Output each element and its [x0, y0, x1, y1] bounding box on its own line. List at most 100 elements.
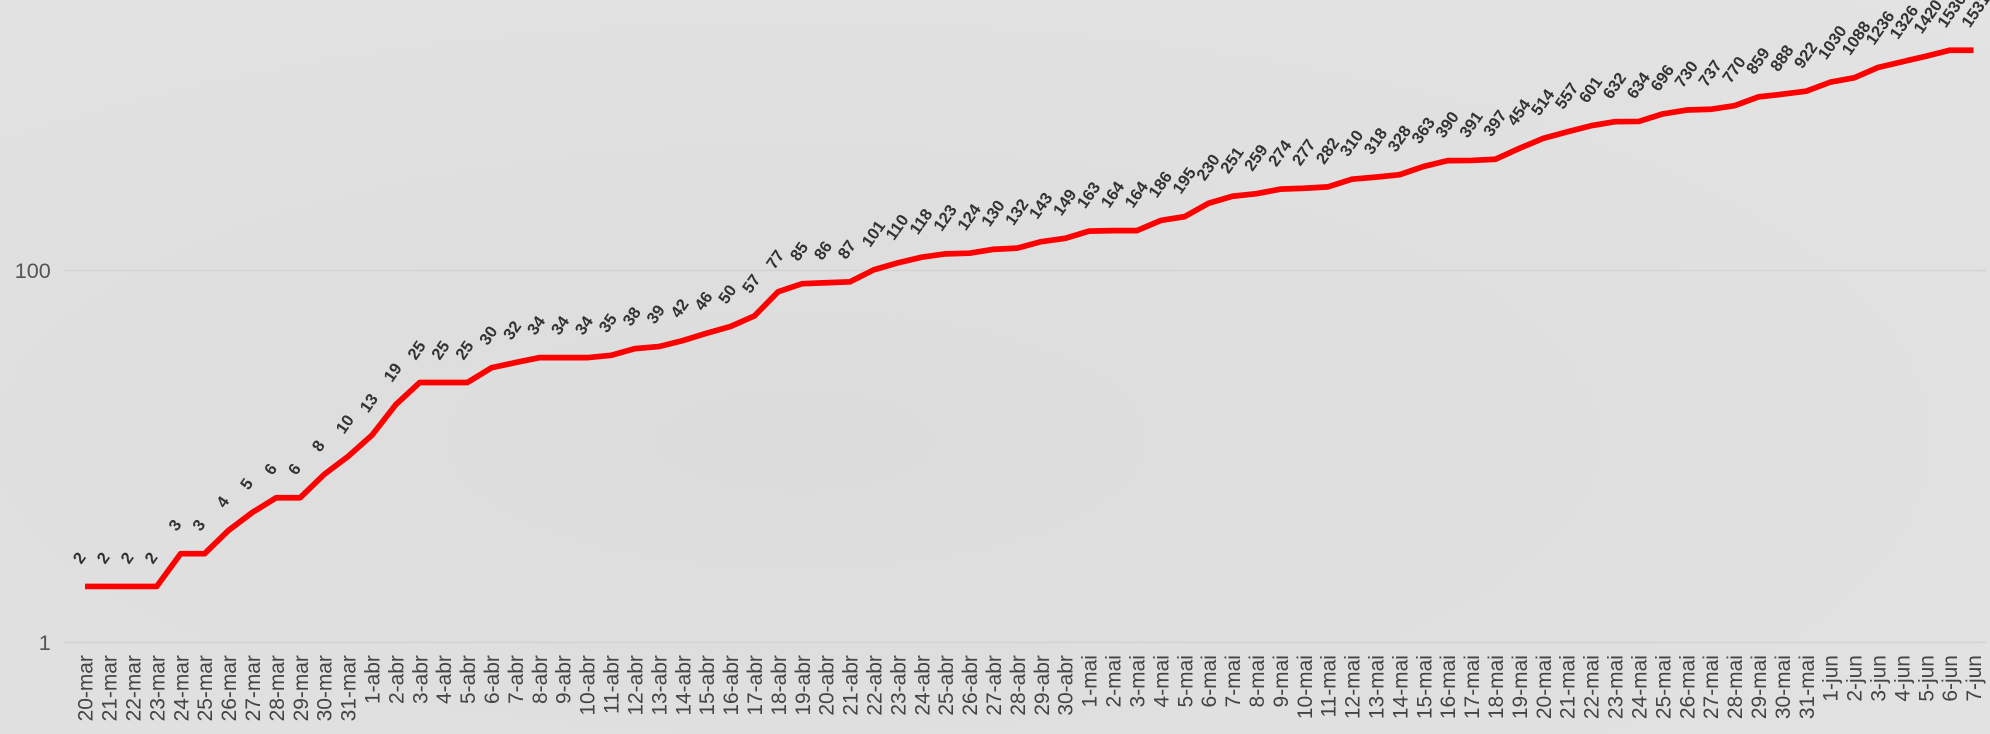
data-label: 50 [715, 282, 740, 307]
data-label: 19 [381, 360, 406, 385]
x-tick-label: 18-abr [768, 655, 791, 716]
data-label: 164 [1122, 178, 1153, 212]
x-tick-label: 17-abr [744, 655, 767, 716]
data-label: 6 [261, 461, 281, 479]
data-label: 42 [667, 296, 692, 321]
x-tick-label: 4-jun [1891, 655, 1914, 702]
x-tick-label: 13-mai [1365, 655, 1388, 719]
data-label: 85 [787, 239, 812, 264]
x-tick-label: 29-mai [1748, 655, 1771, 719]
data-label: 3 [189, 517, 209, 535]
line [85, 47, 1974, 590]
data-label: 35 [596, 311, 621, 336]
x-tick-label: 1-jun [1820, 655, 1843, 702]
x-tick-label: 12-abr [624, 655, 647, 716]
x-tick-label: 2-abr [385, 655, 408, 704]
x-tick-label: 21-abr [840, 655, 863, 716]
x-tick-label: 17-mai [1461, 655, 1484, 719]
x-tick-label: 18-mai [1485, 655, 1508, 719]
data-label: 6 [285, 461, 305, 479]
x-tick-label: 29-abr [1031, 655, 1054, 716]
x-tick-label: 24-abr [911, 655, 934, 716]
x-tick-label: 3-jun [1867, 655, 1890, 702]
data-label: 632 [1600, 70, 1631, 103]
data-label: 3 [165, 517, 185, 535]
data-label: 2 [70, 549, 90, 567]
data-label: 25 [428, 338, 453, 363]
data-label: 32 [500, 318, 525, 343]
x-tick-label: 13-abr [648, 655, 671, 716]
data-label: 5 [237, 475, 257, 493]
x-tick-label: 28-mai [1724, 655, 1747, 719]
data-label: 34 [572, 312, 598, 338]
x-tick-label: 25-mai [1652, 655, 1675, 719]
data-label: 2 [94, 549, 114, 567]
x-tick-label: 4-mai [1150, 655, 1173, 707]
x-tick-label: 30-abr [1055, 655, 1078, 716]
data-label: 86 [811, 238, 836, 263]
x-tick-label: 30-mai [1772, 655, 1795, 719]
x-tick-label: 9-mai [1270, 655, 1293, 707]
data-label: 77 [763, 247, 788, 272]
x-tick-label: 6-mai [1198, 655, 1221, 707]
x-tick-label: 4-abr [433, 655, 456, 704]
x-tick-label: 22-abr [864, 655, 887, 716]
x-tick-label: 10-mai [1294, 655, 1317, 719]
x-tick-label: 22-mar [122, 655, 145, 721]
x-tick-label: 21-mar [99, 655, 122, 721]
x-tick-label: 25-abr [935, 655, 958, 716]
data-label: 2 [118, 549, 138, 567]
data-label: 390 [1432, 109, 1463, 142]
x-tick-label: 5-jun [1915, 655, 1938, 702]
x-tick-label: 6-jun [1939, 655, 1962, 702]
data-label: 34 [524, 312, 550, 338]
data-label: 38 [620, 304, 645, 329]
x-tick-label: 26-mai [1676, 655, 1699, 719]
x-tick-label: 7-abr [505, 655, 528, 704]
x-tick-label: 1-abr [362, 655, 385, 704]
x-tick-label: 15-abr [696, 655, 719, 716]
x-tick-label: 11-mai [1318, 655, 1341, 717]
x-tick-label: 24-mar [170, 655, 193, 721]
x-tick-label: 16-mai [1437, 655, 1460, 719]
x-tick-label: 19-abr [792, 655, 815, 716]
x-tick-label: 20-abr [816, 655, 839, 716]
x-tick-label: 6-abr [481, 655, 504, 704]
data-label: 730 [1671, 58, 1702, 91]
data-label: 10 [333, 412, 358, 437]
x-tick-label: 20-mai [1533, 655, 1556, 719]
data-label: 123 [930, 202, 961, 235]
y-tick-label: 1 [39, 630, 51, 655]
x-tick-label: 20-mar [75, 655, 98, 721]
x-tick-label: 5-abr [457, 655, 480, 704]
data-label: 397 [1480, 107, 1511, 140]
x-tick-label: 30-mar [314, 655, 337, 721]
data-label: 39 [643, 302, 668, 327]
x-tick-label: 1-mai [1079, 655, 1102, 707]
x-tick-label: 3-abr [409, 655, 432, 704]
x-tick-label: 27-mai [1700, 655, 1723, 719]
x-tick-label: 22-mai [1581, 655, 1604, 719]
x-tick-label: 16-abr [720, 655, 743, 716]
x-tick-label: 23-mar [146, 655, 169, 721]
data-label: 454 [1504, 96, 1535, 130]
x-tick-label: 7-jun [1963, 655, 1986, 702]
x-tick-label: 21-mai [1557, 655, 1580, 719]
data-label: 8 [309, 437, 329, 455]
x-tick-label: 5-mai [1174, 655, 1197, 707]
x-tick-label: 12-mai [1342, 655, 1365, 719]
data-label: 164 [1098, 178, 1129, 212]
x-tick-label: 7-mai [1222, 655, 1245, 707]
x-tick-label: 19-mai [1509, 655, 1532, 719]
x-tick-label: 23-mai [1605, 655, 1628, 719]
x-tick-label: 9-abr [553, 655, 576, 704]
x-tick-label: 27-abr [983, 655, 1006, 716]
x-tick-label: 8-mai [1246, 655, 1269, 707]
x-tick-label: 28-mar [266, 655, 289, 721]
data-label: 46 [691, 289, 716, 314]
x-tick-label: 14-mai [1389, 655, 1412, 719]
data-label: 163 [1074, 179, 1105, 212]
y-tick-label: 100 [15, 258, 51, 283]
